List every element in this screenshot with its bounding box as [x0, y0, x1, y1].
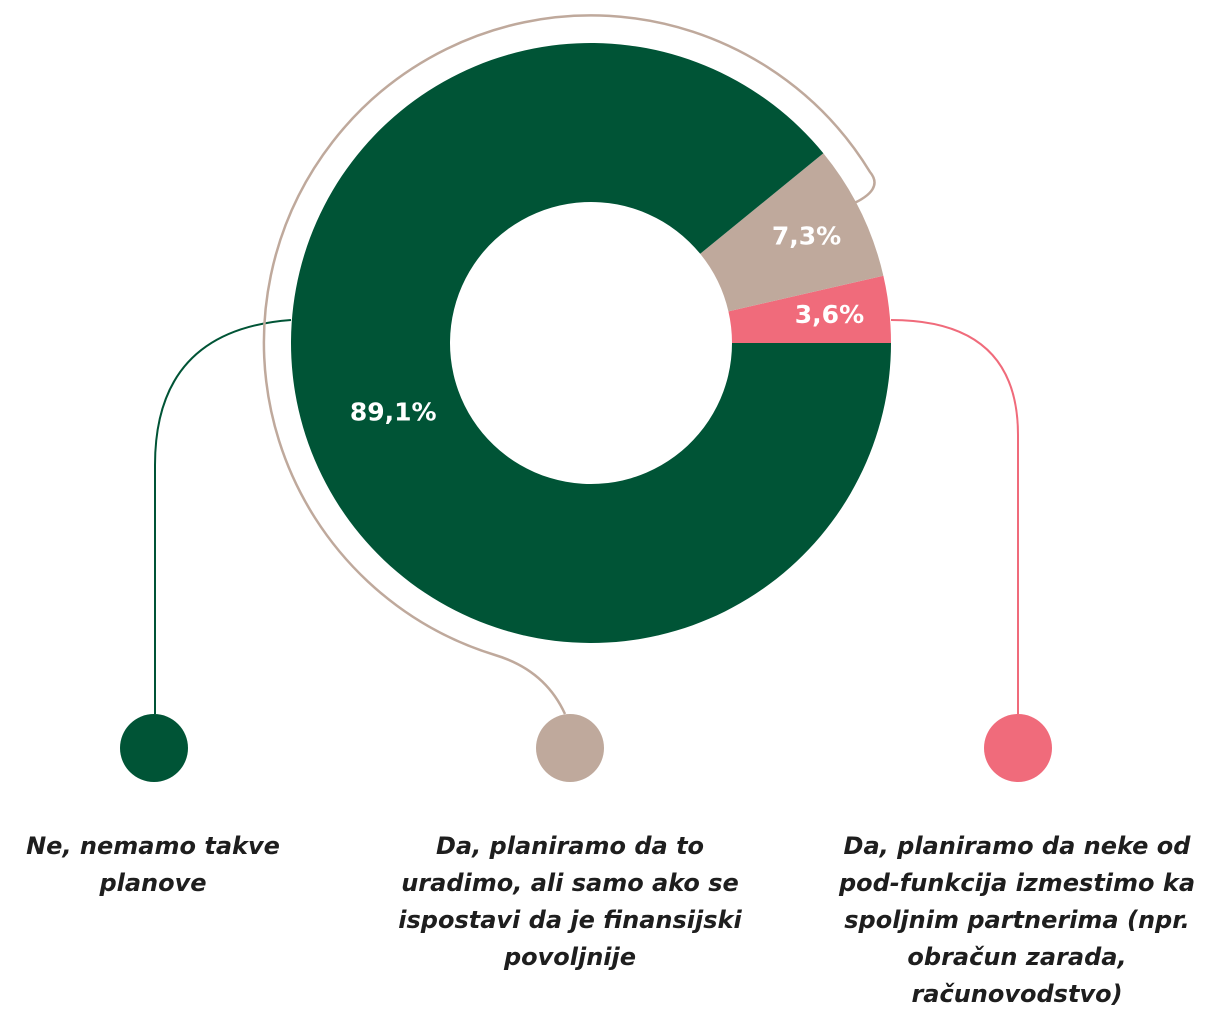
legend-label: Da, planiramo da neke od pod-funkcija iz… — [838, 832, 1196, 1008]
slice — [700, 153, 884, 312]
legend-swatch — [120, 714, 188, 782]
value-label: 7,3% — [772, 221, 841, 250]
value-label: 89,1% — [350, 398, 437, 427]
slice — [728, 275, 891, 343]
legend-label: Ne, nemamo takve planove — [26, 832, 280, 897]
connector — [262, 14, 876, 715]
slice — [291, 43, 892, 644]
legend-swatch — [536, 714, 604, 782]
legend-label: Da, planiramo da to uradimo, ali samo ak… — [398, 832, 742, 971]
value-label: 3,6% — [795, 300, 864, 329]
legend-swatch — [984, 714, 1052, 782]
connector — [154, 319, 292, 714]
connector — [890, 319, 1019, 714]
